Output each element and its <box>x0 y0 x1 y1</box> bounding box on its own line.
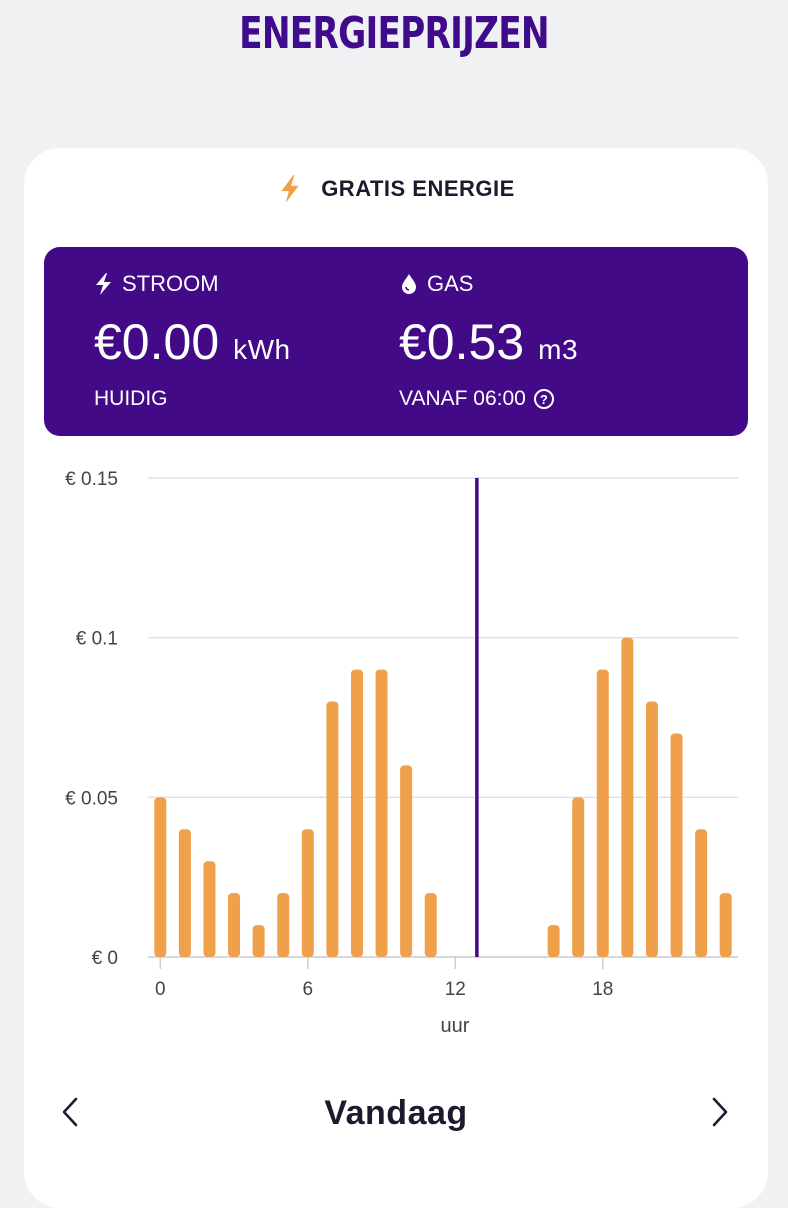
price-bar <box>719 893 732 957</box>
x-tick-label: 6 <box>303 979 314 1000</box>
price-bar <box>277 893 290 957</box>
stroom-unit: kWh <box>233 334 291 365</box>
gas-value: €0.53 <box>399 314 525 370</box>
price-bar <box>350 669 363 957</box>
gas-label: GAS <box>427 271 474 296</box>
price-bar <box>178 829 191 957</box>
gas-sub: VANAF 06:00 <box>399 387 526 410</box>
chevron-left-icon <box>62 1097 78 1127</box>
price-bar <box>695 829 708 957</box>
energy-card: GRATIS ENERGIE STROOM €0.00 kWh HUIDIG <box>24 148 768 1208</box>
price-bar <box>621 637 634 957</box>
y-tick-label: € 0.05 <box>65 788 118 809</box>
price-summary: STROOM €0.00 kWh HUIDIG GAS €0.53 m3 VANA <box>44 247 748 436</box>
price-bar <box>252 925 265 957</box>
price-bar <box>301 829 314 957</box>
page-title: ENERGIEPRIJZEN <box>239 8 549 59</box>
gas-unit: m3 <box>538 334 579 365</box>
price-bar <box>572 797 585 957</box>
card-title: GRATIS ENERGIE <box>321 176 515 201</box>
chevron-right-icon <box>712 1097 728 1127</box>
price-bar <box>228 893 241 957</box>
stroom-sub-row: HUIDIG <box>94 387 168 411</box>
price-bar <box>400 765 413 957</box>
day-navigation: Vandaag <box>24 1088 768 1138</box>
price-bar <box>375 669 388 957</box>
stroom-value: €0.00 <box>94 314 220 370</box>
lightning-bolt-icon <box>281 175 299 203</box>
stroom-label-row: STROOM <box>94 271 219 297</box>
price-bar <box>547 925 560 957</box>
gas-value-row: €0.53 m3 <box>399 313 578 371</box>
price-bar <box>424 893 437 957</box>
x-tick-label: 18 <box>592 979 613 1000</box>
question-circle-icon[interactable]: ? <box>533 389 554 409</box>
price-chart: € 0 € 0.05 € 0.1 € 0.15 0 6 12 18 uur <box>65 469 738 1037</box>
stroom-value-row: €0.00 kWh <box>94 313 291 371</box>
stroom-label: STROOM <box>122 271 219 296</box>
price-bar <box>670 733 683 957</box>
price-bar <box>203 861 216 957</box>
x-tick-label: 0 <box>155 979 166 1000</box>
price-bar <box>596 669 609 957</box>
stroom-sub: HUIDIG <box>94 387 168 410</box>
x-tick-label: 12 <box>445 979 466 1000</box>
next-day-button[interactable] <box>700 1092 740 1132</box>
y-tick-label: € 0 <box>92 948 118 969</box>
previous-day-button[interactable] <box>50 1092 90 1132</box>
price-bar <box>326 701 339 957</box>
x-axis-label: uur <box>441 1015 470 1037</box>
gas-label-row: GAS <box>399 271 473 297</box>
lightning-bolt-icon <box>96 273 111 295</box>
card-header: GRATIS ENERGIE <box>24 174 768 204</box>
day-label: Vandaag <box>324 1094 468 1132</box>
price-bar <box>154 797 167 957</box>
y-tick-label: € 0.15 <box>65 469 118 490</box>
droplet-icon <box>402 274 416 294</box>
y-tick-label: € 0.1 <box>76 629 118 650</box>
gas-sub-row: VANAF 06:00 ? <box>399 387 554 411</box>
price-bar <box>645 701 658 957</box>
